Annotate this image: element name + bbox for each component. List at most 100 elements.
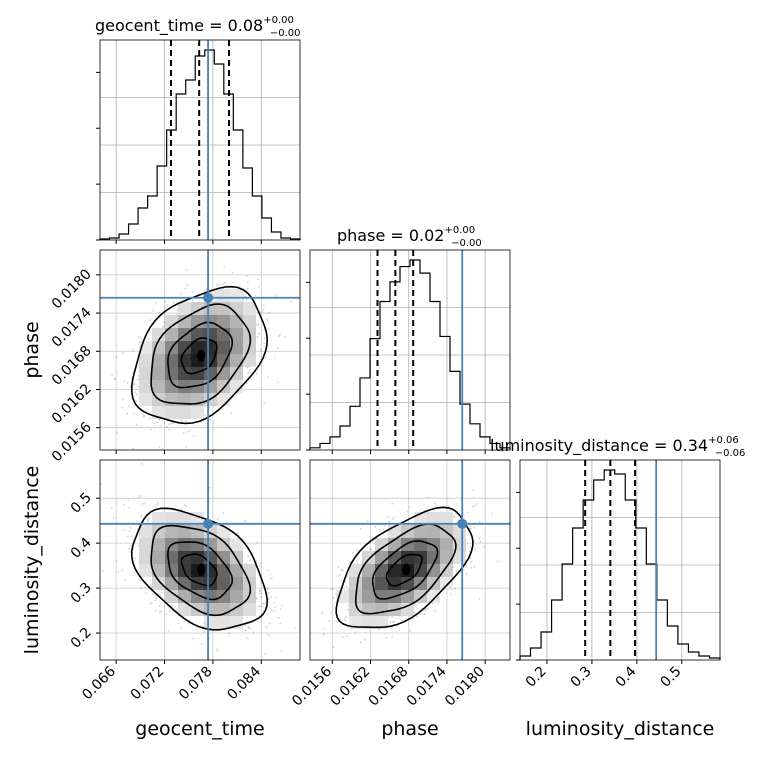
sample-point <box>341 569 344 572</box>
sample-point <box>148 517 151 520</box>
density-cell <box>165 406 178 419</box>
density-cell <box>427 525 440 538</box>
density-cell <box>204 616 217 629</box>
hist-bar <box>262 218 272 240</box>
density-cell <box>349 564 362 577</box>
sample-point <box>192 435 195 437</box>
sample-point <box>191 299 194 302</box>
sample-point <box>244 520 247 522</box>
sample-point <box>267 613 270 615</box>
sample-point <box>476 503 478 505</box>
sample-point <box>424 608 427 611</box>
density-cell <box>414 538 427 551</box>
panel-frame <box>99 249 301 451</box>
sample-point <box>247 625 249 628</box>
sample-point <box>345 615 347 618</box>
sample-point <box>127 405 130 407</box>
sample-point <box>261 602 264 605</box>
sample-point <box>465 573 467 575</box>
density-cell <box>178 577 191 590</box>
sample-point <box>162 326 165 328</box>
density-cell <box>217 315 230 328</box>
sample-point <box>355 549 358 552</box>
title-luminosity-distance: luminosity_distance = 0.34+0.06 −0.06 <box>490 435 745 459</box>
sample-point <box>391 635 393 638</box>
sample-point <box>154 505 156 508</box>
sample-point <box>434 609 436 612</box>
density-cell <box>230 603 243 616</box>
sample-point <box>137 336 140 338</box>
title-geocent-time: geocent_time = 0.08+0.00 −0.00 <box>95 15 301 39</box>
sample-point <box>268 311 270 314</box>
sample-point <box>469 527 472 530</box>
sample-point <box>256 336 259 338</box>
sample-point <box>221 283 224 285</box>
sample-point <box>133 413 136 415</box>
sample-point <box>131 376 133 378</box>
sample-point <box>189 430 192 432</box>
density-cell <box>139 551 152 564</box>
density-cell <box>152 538 165 551</box>
sample-point <box>267 327 270 330</box>
density-geocent-time-vs-luminosity-distance <box>100 460 300 660</box>
density-cell <box>230 380 243 393</box>
sample-point <box>114 377 117 380</box>
density-cell <box>204 590 217 603</box>
sample-point <box>427 607 429 610</box>
sample-point <box>128 547 130 550</box>
sample-point <box>159 594 162 597</box>
sample-point <box>279 608 282 610</box>
panel-frames <box>99 39 721 661</box>
density-cell <box>139 367 152 380</box>
density-cell <box>152 328 165 341</box>
panel-frame <box>99 459 301 661</box>
sample-point <box>137 378 140 381</box>
sample-point <box>359 527 362 530</box>
sample-point <box>289 300 292 303</box>
sample-point <box>263 342 266 345</box>
sample-point <box>203 414 206 416</box>
panel-frame <box>309 249 511 451</box>
contour-line <box>131 507 269 631</box>
sample-point <box>166 425 168 428</box>
density-cell <box>191 551 204 564</box>
sample-point <box>263 602 266 605</box>
x-tick-label: 0.5 <box>658 664 685 691</box>
hist-bar <box>214 64 224 240</box>
sample-point <box>529 527 531 529</box>
hist-bar <box>531 648 542 660</box>
sample-point <box>382 528 385 531</box>
density-cell <box>152 577 165 590</box>
x-tick-label: 0.072 <box>128 664 168 704</box>
sample-point <box>274 357 276 360</box>
sample-point <box>337 566 339 569</box>
sample-point <box>154 599 157 602</box>
sample-point <box>131 535 133 538</box>
sample-point <box>390 627 393 629</box>
sample-point <box>216 518 219 521</box>
sample-point <box>328 620 331 622</box>
y-tick-label: 0.0156 <box>49 419 95 465</box>
sample-point <box>267 634 270 636</box>
sample-point <box>255 324 258 326</box>
hist-bar <box>186 80 196 240</box>
sample-point <box>473 565 476 568</box>
sample-point <box>163 325 166 328</box>
sample-point <box>184 287 187 290</box>
sample-point <box>130 544 133 547</box>
density-geocent-time-vs-phase <box>100 250 300 450</box>
sample-point <box>246 366 249 369</box>
hist-outline <box>309 259 511 450</box>
sample-point <box>345 585 348 588</box>
sample-point <box>278 335 280 337</box>
sample-point <box>180 419 183 422</box>
panel-frame <box>519 459 721 661</box>
contour-line <box>150 524 252 617</box>
sample-point <box>246 287 249 290</box>
sample-point <box>359 641 362 644</box>
density-cell <box>178 406 191 419</box>
density-cell <box>440 564 453 577</box>
hist-bar <box>243 168 253 240</box>
hist-bar <box>636 528 647 660</box>
density-cell <box>349 577 362 590</box>
